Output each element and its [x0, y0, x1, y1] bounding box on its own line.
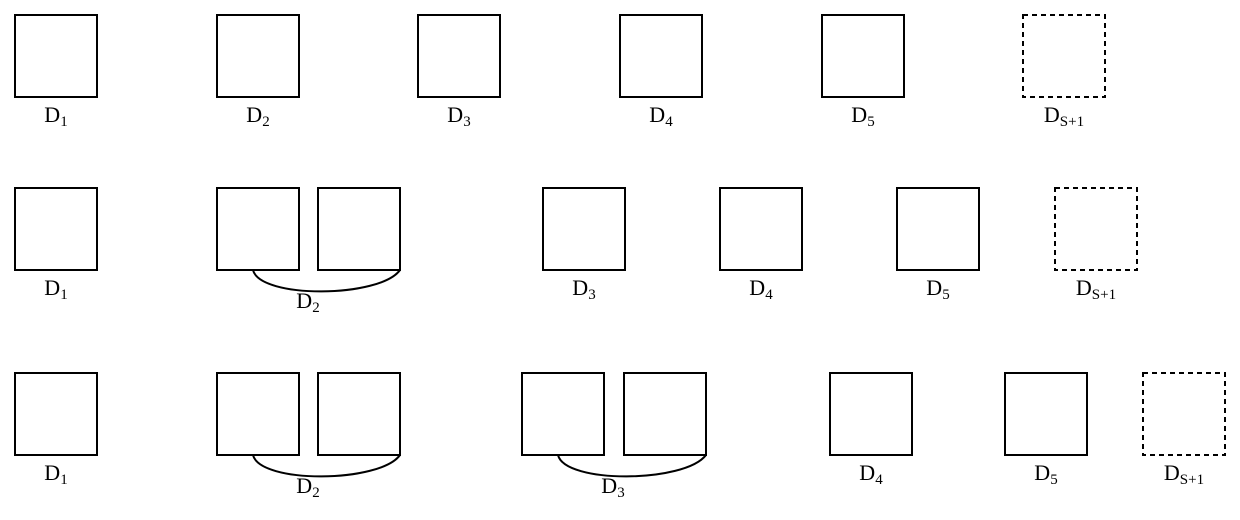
box-r2b4	[720, 188, 802, 270]
label-sub: S+1	[1180, 472, 1204, 488]
label-r1l3: D3	[447, 102, 470, 130]
label-r2l6: DS+1	[1076, 275, 1116, 303]
row2: D1D2D3D4D5DS+1	[15, 188, 1137, 316]
label-r1l6: DS+1	[1044, 102, 1084, 130]
box-r1b3	[418, 15, 500, 97]
box-r2b3	[543, 188, 625, 270]
label-r1l1: D1	[44, 102, 67, 130]
label-sub: 4	[765, 287, 773, 303]
label-r3l4: D4	[859, 460, 883, 488]
box-r2b2a	[217, 188, 299, 270]
label-sub: 3	[463, 114, 471, 130]
label-base: D	[859, 460, 875, 485]
box-r1b6	[1023, 15, 1105, 97]
label-base: D	[246, 102, 262, 127]
box-r1b1	[15, 15, 97, 97]
label-r2l3: D3	[572, 275, 595, 303]
box-r3b3b	[624, 373, 706, 455]
box-r3b2a	[217, 373, 299, 455]
arc-r2a1	[253, 270, 400, 291]
row3: D1D2D3D4D5DS+1	[15, 373, 1225, 501]
label-base: D	[447, 102, 463, 127]
arc-r3a1	[253, 455, 400, 476]
box-r2b1	[15, 188, 97, 270]
label-sub: 2	[262, 114, 270, 130]
arc-r3a2	[558, 455, 706, 476]
label-base: D	[601, 473, 617, 498]
diagram-canvas: D1D2D3D4D5DS+1D1D2D3D4D5DS+1D1D2D3D4D5DS…	[0, 0, 1240, 515]
box-r2b6	[1055, 188, 1137, 270]
label-base: D	[296, 473, 312, 498]
label-sub: 3	[617, 485, 625, 501]
label-base: D	[749, 275, 765, 300]
label-sub: S+1	[1060, 114, 1084, 130]
box-r2b2b	[318, 188, 400, 270]
label-r3l1: D1	[44, 460, 67, 488]
label-sub: 4	[665, 114, 673, 130]
label-r1l4: D4	[649, 102, 673, 130]
box-r2b5	[897, 188, 979, 270]
label-sub: 1	[60, 287, 68, 303]
label-sub: 2	[312, 485, 320, 501]
label-base: D	[44, 102, 60, 127]
label-r1l2: D2	[246, 102, 269, 130]
box-r1b2	[217, 15, 299, 97]
label-r2l4: D4	[749, 275, 773, 303]
box-r3b3a	[522, 373, 604, 455]
label-base: D	[1164, 460, 1180, 485]
box-r1b5	[822, 15, 904, 97]
row1: D1D2D3D4D5DS+1	[15, 15, 1105, 130]
label-sub: 2	[312, 300, 320, 316]
box-r3b5	[1005, 373, 1087, 455]
label-base: D	[926, 275, 942, 300]
label-r3l6: DS+1	[1164, 460, 1204, 488]
label-base: D	[649, 102, 665, 127]
label-base: D	[44, 275, 60, 300]
label-r2l1: D1	[44, 275, 67, 303]
box-r3b2b	[318, 373, 400, 455]
label-sub: 5	[942, 287, 950, 303]
label-base: D	[296, 288, 312, 313]
box-r3b1	[15, 373, 97, 455]
label-sub: 1	[60, 472, 68, 488]
label-sub: S+1	[1092, 287, 1116, 303]
box-r1b4	[620, 15, 702, 97]
label-r1l5: D5	[851, 102, 874, 130]
label-sub: 3	[588, 287, 596, 303]
label-sub: 5	[867, 114, 875, 130]
label-sub: 4	[875, 472, 883, 488]
label-sub: 5	[1050, 472, 1058, 488]
box-r3b6	[1143, 373, 1225, 455]
label-base: D	[1034, 460, 1050, 485]
label-r3l5: D5	[1034, 460, 1057, 488]
label-r2l5: D5	[926, 275, 949, 303]
box-r3b4	[830, 373, 912, 455]
label-base: D	[1044, 102, 1060, 127]
label-base: D	[572, 275, 588, 300]
label-base: D	[44, 460, 60, 485]
label-base: D	[1076, 275, 1092, 300]
label-base: D	[851, 102, 867, 127]
label-sub: 1	[60, 114, 68, 130]
